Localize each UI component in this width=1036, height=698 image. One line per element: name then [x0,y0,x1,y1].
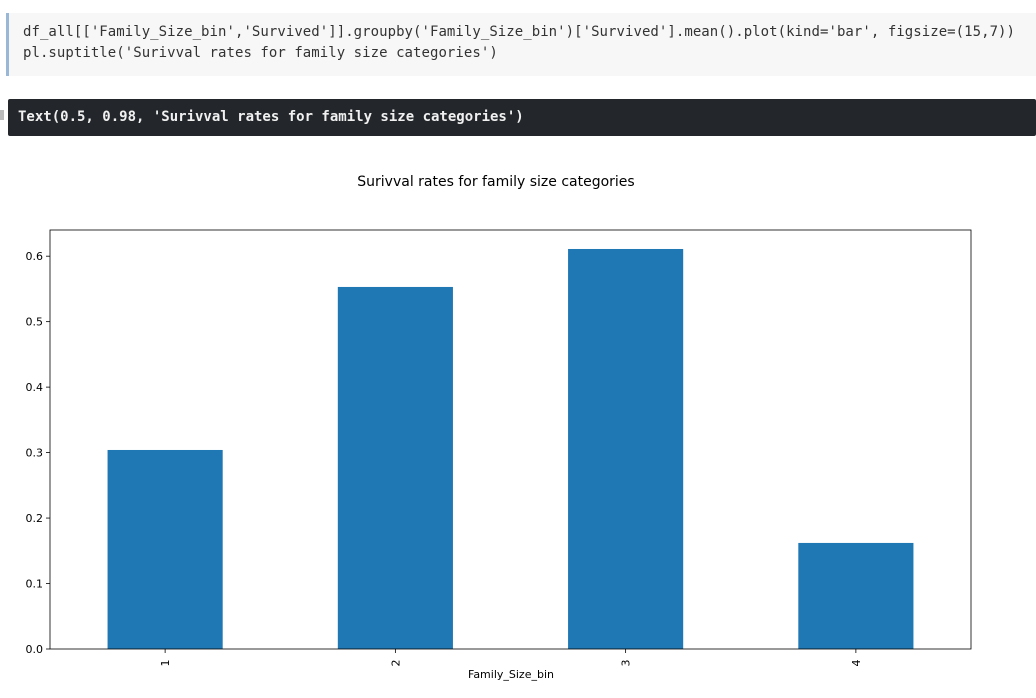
bar [798,542,914,649]
y-tick-label: 0.4 [26,381,44,394]
y-tick-label: 0.1 [26,578,44,591]
y-tick-label: 0.2 [26,512,44,525]
plot-frame [49,229,972,650]
output-text-cell: Text(0.5, 0.98, 'Surivval rates for fami… [8,99,1036,136]
x-tick-label: 4 [850,660,863,667]
code-cell[interactable]: df_all[['Family_Size_bin','Survived']].g… [6,13,1036,76]
y-tick-label: 0.0 [26,643,44,656]
y-tick-label: 0.3 [26,447,44,460]
bar [337,286,453,649]
y-tick-label: 0.5 [26,316,44,329]
output-text: Text(0.5, 0.98, 'Surivval rates for fami… [18,109,524,125]
code-line: pl.suptitle('Surivval rates for family s… [23,45,498,61]
bar-chart: Surivval rates for family size categorie… [26,174,972,681]
y-tick-label: 0.6 [26,250,44,263]
bar [107,449,223,649]
bar [568,248,684,649]
plot-area: 0.0 0.1 0.2 0.3 0.4 0.5 0.6 1 2 3 4 [26,229,972,667]
x-tick-label: 2 [389,660,402,667]
x-axis-label: Family_Size_bin [468,668,554,681]
x-tick-label: 3 [620,660,633,667]
chart-title: Surivval rates for family size categorie… [357,174,634,190]
code-line: df_all[['Family_Size_bin','Survived']].g… [23,24,1016,40]
output-marker [0,110,4,120]
x-tick-label: 1 [159,660,172,667]
